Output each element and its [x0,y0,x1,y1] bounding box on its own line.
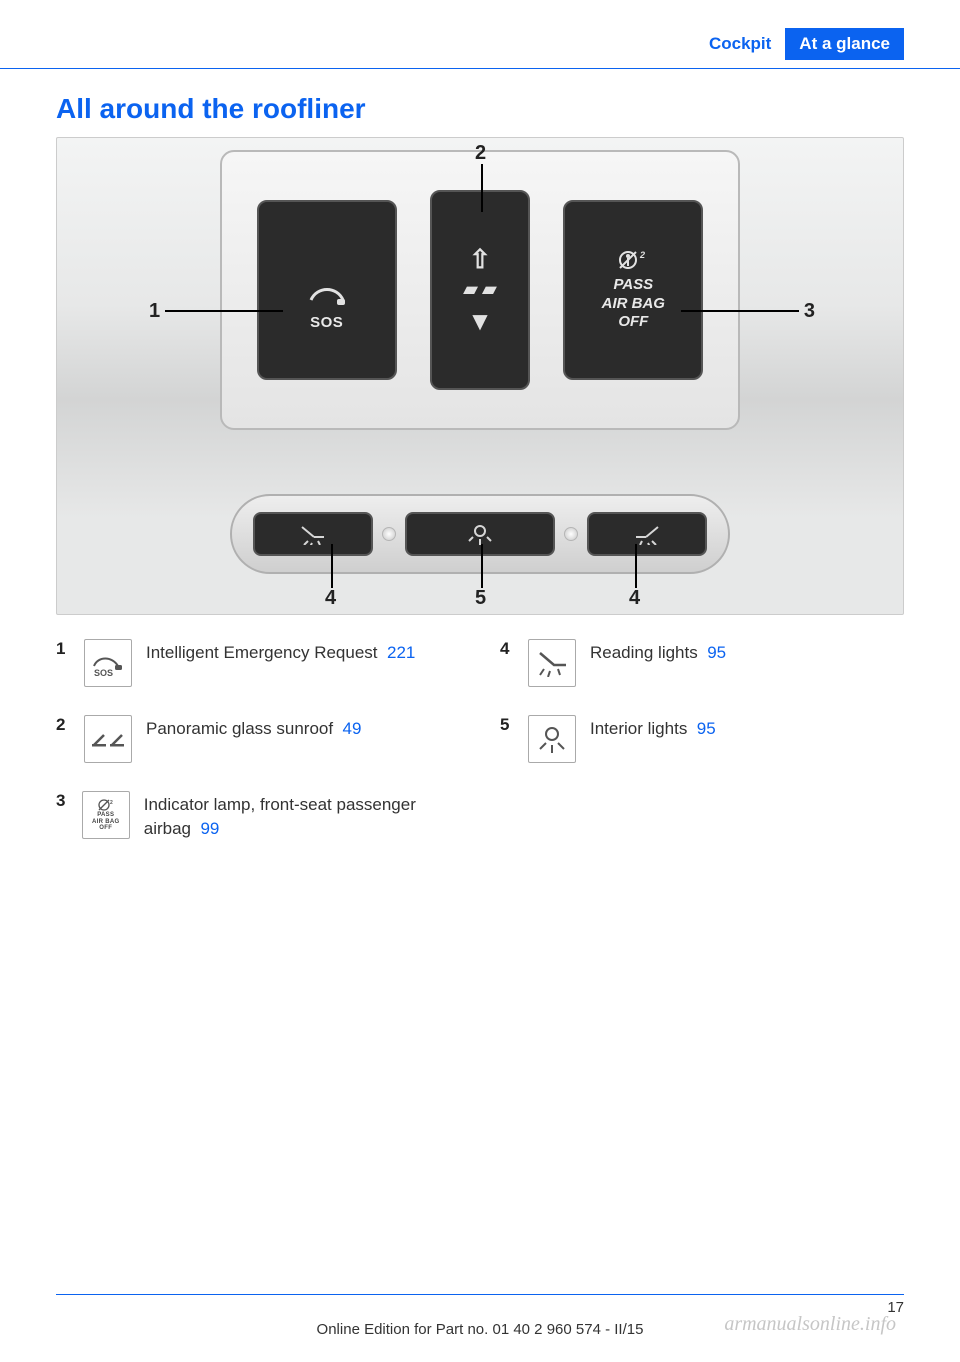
legend-label: Panoramic glass sunroof [146,719,333,738]
legend-col-left: 1 SOS Intelligent Emergency Re­quest 221… [56,629,460,869]
legend-label: Intelligent Emergency Re­quest [146,643,378,662]
svg-text:2: 2 [110,800,113,806]
interior-light-icon [463,523,497,545]
callout-3: 3 [804,300,815,323]
interior-light-icon [528,715,576,763]
svg-text:2: 2 [639,250,645,260]
lead-line [481,164,483,212]
legend: 1 SOS Intelligent Emergency Re­quest 221… [0,615,960,869]
interior-light [405,512,555,556]
legend-row: 5 Interior lights 95 [500,715,904,763]
page-ref[interactable]: 99 [200,819,219,838]
reading-light-icon [632,523,662,545]
reading-light-right [587,512,707,556]
lead-line [681,310,799,312]
sos-icon: SOS [84,639,132,687]
page-ref[interactable]: 221 [387,643,415,662]
page-ref[interactable]: 95 [707,643,726,662]
lead-line [331,544,333,588]
callout-2: 2 [475,142,486,165]
legend-label: Interior lights [590,719,687,738]
callout-4a: 4 [325,587,336,610]
callout-4b: 4 [629,587,640,610]
callout-1: 1 [149,300,160,323]
legend-num: 1 [56,639,78,659]
online-edition-line: Online Edition for Part no. 01 40 2 960 … [0,1321,960,1338]
legend-row: 1 SOS Intelligent Emergency Re­quest 221 [56,639,460,687]
pass-line2: AIR BAG [602,295,665,314]
legend-text: Reading lights 95 [590,639,726,665]
legend-label: Reading lights [590,643,698,662]
page-ref[interactable]: 95 [697,719,716,738]
legend-text: Panoramic glass sunroof 49 [146,715,361,741]
reading-light-left [253,512,373,556]
legend-label: Indicator lamp, front-seat pas­senger ai… [144,795,416,838]
open-arrow-icon: ⇧ [469,241,491,277]
overhead-console: SOS ⇧ ▰ ▰ ▼ 2 PASS AIR BAG OFF [220,150,740,430]
lead-line [481,544,483,588]
breadcrumb-ataglance[interactable]: At a glance [785,28,904,60]
legend-text: Intelligent Emergency Re­quest 221 [146,639,415,665]
close-arrow-icon: ▼ [467,303,493,339]
legend-row: 4 Reading lights 95 [500,639,904,687]
tilt-icon: ▰ ▰ [464,277,497,302]
legend-text: Interior lights 95 [590,715,716,741]
legend-row: 3 2 PASSAIR BAGOFF Indicator lamp, front… [56,791,460,841]
sunroof-switch: ⇧ ▰ ▰ ▼ [430,190,530,390]
legend-num: 4 [500,639,522,659]
svg-text:SOS: SOS [94,668,113,678]
legend-num: 3 [56,791,76,811]
legend-num: 5 [500,715,522,735]
reading-light-icon [528,639,576,687]
roofliner-figure: SOS ⇧ ▰ ▰ ▼ 2 PASS AIR BAG OFF 1 2 3 4 5… [56,137,904,615]
page-title: All around the roofliner [0,69,960,137]
callout-5: 5 [475,587,486,610]
sos-button: SOS [257,200,397,380]
lead-line [635,544,637,588]
page-number: 17 [887,1299,904,1316]
pass-airbag-off-icon: 2 PASSAIR BAGOFF [82,791,130,839]
page-ref[interactable]: 49 [343,719,362,738]
reading-light-icon [298,523,328,545]
page-footer: 17 [56,1294,904,1316]
pass-line1: PASS [613,276,653,295]
legend-text: Indicator lamp, front-seat pas­senger ai… [144,791,460,841]
legend-col-right: 4 Reading lights 95 5 Interior lights 95 [500,629,904,869]
lead-line [165,310,283,312]
sunroof-icon [84,715,132,763]
sos-label: SOS [310,314,343,331]
pass-airbag-indicator: 2 PASS AIR BAG OFF [563,200,703,380]
airbag-off-icon: 2 [618,248,648,272]
breadcrumb-cockpit[interactable]: Cockpit [695,28,785,60]
pass-line3: OFF [618,313,648,332]
light-strip [230,494,730,574]
page-header: Cockpit At a glance [0,0,960,69]
sensor-bump [564,527,578,541]
legend-num: 2 [56,715,78,735]
sensor-bump [382,527,396,541]
legend-row: 2 Panoramic glass sunroof 49 [56,715,460,763]
phone-icon [307,280,347,308]
